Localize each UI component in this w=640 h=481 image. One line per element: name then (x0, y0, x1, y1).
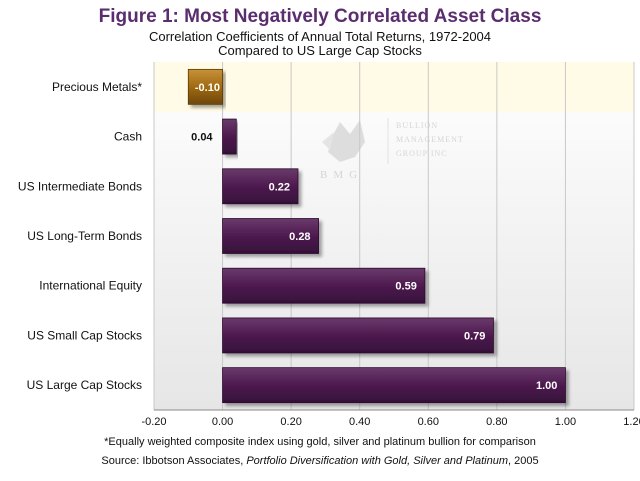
category-label: US Intermediate Bonds (18, 179, 142, 193)
bar (222, 367, 566, 404)
x-tick-label: 0.20 (280, 416, 301, 428)
category-label: US Large Cap Stocks (27, 378, 142, 392)
value-label: 1.00 (536, 380, 557, 392)
chart-title: Figure 1: Most Negatively Correlated Ass… (98, 6, 542, 27)
bar (222, 168, 299, 205)
x-tick-label: 1.00 (555, 416, 576, 428)
category-label: Cash (114, 130, 142, 144)
watermark-line3: GROUP INC (396, 149, 448, 158)
x-tick-label: 0.00 (212, 416, 233, 428)
value-label: 0.28 (289, 231, 310, 243)
source-title: Portfolio Diversification with Gold, Sil… (246, 455, 508, 467)
source-prefix: Source: Ibbotson Associates, (101, 455, 247, 467)
bar (222, 218, 319, 254)
watermark-line2: MANAGEMENT (396, 135, 464, 144)
source-suffix: , 2005 (508, 455, 539, 467)
x-tick-label: 0.80 (486, 416, 507, 428)
value-label: 0.04 (191, 132, 213, 144)
value-label: 0.22 (269, 181, 290, 193)
highlight-band (154, 62, 634, 112)
x-tick-label: 0.60 (418, 416, 439, 428)
chart-source: Source: Ibbotson Associates, Portfolio D… (0, 455, 640, 467)
x-tick-label: 1.20 (623, 416, 640, 428)
category-label: Precious Metals* (52, 80, 142, 94)
bar (222, 267, 426, 304)
chart-subtitle-line2: Compared to US Large Cap Stocks (218, 43, 422, 58)
watermark-line1: BULLION (396, 121, 438, 130)
value-label: 0.79 (464, 330, 485, 342)
chart-subtitle-line1: Correlation Coefficients of Annual Total… (148, 29, 492, 44)
x-tick-label: -0.20 (141, 416, 166, 428)
category-label: US Long-Term Bonds (27, 229, 142, 243)
category-label: International Equity (39, 279, 142, 293)
bar (222, 317, 494, 354)
bmg-watermark-logo: BMG BULLION MANAGEMENT GROUP INC (320, 118, 464, 181)
value-label: 0.59 (395, 281, 416, 293)
watermark-initials: BMG (320, 169, 363, 181)
bar (187, 68, 223, 105)
bar (222, 118, 237, 155)
value-label: -0.10 (195, 82, 220, 94)
chart-footnote: *Equally weighted composite index using … (104, 436, 536, 448)
x-tick-label: 0.40 (349, 416, 370, 428)
category-label: US Small Cap Stocks (27, 328, 142, 342)
